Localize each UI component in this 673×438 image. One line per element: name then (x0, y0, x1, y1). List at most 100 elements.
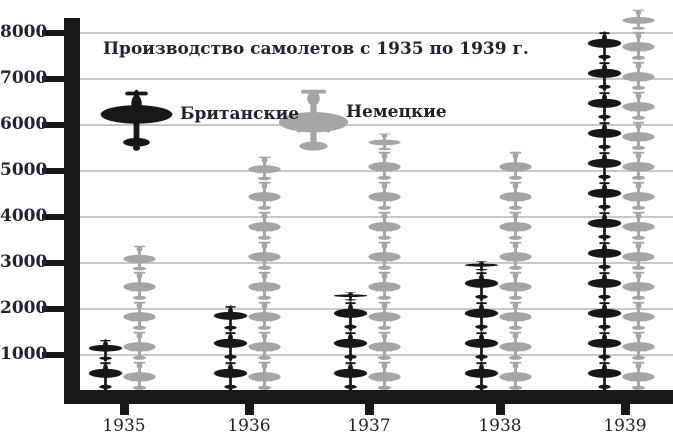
german-plane-icon-partial (367, 133, 401, 151)
y-axis-label: 5000 (0, 160, 48, 180)
y-axis-tick (42, 352, 64, 358)
gridline (80, 78, 673, 80)
x-axis-line (64, 390, 673, 404)
german-plane-icon (367, 181, 401, 210)
y-axis-label: 8000 (0, 22, 48, 42)
german-plane-icon (621, 31, 655, 60)
german-plane-icon (367, 241, 401, 270)
german-plane-icon (498, 241, 532, 270)
british-plane-icon (213, 331, 247, 361)
x-axis-label: 1937 (347, 416, 391, 436)
x-axis-label: 1938 (478, 416, 522, 436)
german-plane-icon (247, 361, 281, 390)
german-plane-icon (247, 181, 281, 210)
german-plane-icon (122, 271, 156, 300)
german-plane-icon (247, 331, 281, 360)
german-plane-icon (621, 121, 655, 150)
gridline (80, 262, 673, 264)
german-plane-icon (621, 331, 655, 360)
british-plane-icon (464, 361, 498, 391)
british-plane-icon (587, 211, 621, 241)
british-plane-icon (587, 61, 621, 91)
y-axis-tick (42, 30, 64, 36)
y-axis-tick (42, 122, 64, 128)
german-plane-icon (247, 301, 281, 330)
german-plane-icon (621, 271, 655, 300)
british-plane-icon (213, 361, 247, 391)
y-axis-line (64, 18, 80, 404)
german-plane-icon (498, 331, 532, 360)
y-axis-tick (42, 214, 64, 220)
german-plane-icon (498, 181, 532, 210)
german-plane-icon (621, 241, 655, 270)
y-axis-label: 4000 (0, 206, 48, 226)
gridline (80, 32, 673, 34)
british-plane-icon-partial (464, 261, 498, 271)
british-plane-icon-partial (88, 338, 122, 361)
german-plane-icon (621, 151, 655, 180)
y-axis-tick (42, 76, 64, 82)
german-plane-icon (367, 301, 401, 330)
x-axis-tick (119, 404, 129, 415)
british-plane-icon (333, 301, 367, 331)
x-axis-tick (620, 404, 630, 415)
german-plane-icon (367, 271, 401, 300)
german-plane-icon (367, 151, 401, 180)
german-plane-icon (498, 211, 532, 240)
british-plane-icon (587, 121, 621, 151)
german-plane-icon (247, 241, 281, 270)
x-axis-label: 1939 (603, 416, 647, 436)
x-axis-tick (244, 404, 254, 415)
gridline (80, 124, 673, 126)
british-plane-icon (587, 241, 621, 271)
british-plane-icon-partial (333, 292, 367, 301)
german-plane-icon (367, 361, 401, 390)
british-plane-icon (100, 89, 173, 151)
german-plane-icon-partial (122, 245, 156, 271)
y-axis-tick (42, 306, 64, 312)
british-plane-icon-partial (213, 304, 247, 331)
y-axis-tick (42, 168, 64, 174)
gridline (80, 354, 673, 356)
british-plane-icon (587, 301, 621, 331)
british-plane-icon (464, 301, 498, 331)
german-plane-icon (498, 151, 532, 180)
y-axis-label: 7000 (0, 68, 48, 88)
x-axis-label: 1935 (102, 416, 146, 436)
y-axis-label: 1000 (0, 344, 48, 364)
british-plane-icon (587, 361, 621, 391)
y-axis-tick (42, 260, 64, 266)
german-plane-icon (498, 301, 532, 330)
german-plane-icon (621, 211, 655, 240)
gridline (80, 216, 673, 218)
german-plane-icon (621, 301, 655, 330)
x-axis-label: 1936 (227, 416, 271, 436)
legend-label-british: Британские (180, 104, 300, 124)
german-plane-icon (621, 361, 655, 390)
y-axis-label: 6000 (0, 114, 48, 134)
british-plane-icon (464, 271, 498, 301)
german-plane-icon (122, 331, 156, 360)
y-axis-label: 3000 (0, 252, 48, 272)
british-plane-icon (464, 331, 498, 361)
british-plane-icon (333, 361, 367, 391)
british-plane-icon (587, 31, 621, 61)
gridline (80, 308, 673, 310)
british-plane-icon (587, 271, 621, 301)
german-plane-icon (247, 211, 281, 240)
german-plane-icon (247, 271, 281, 300)
british-plane-icon (88, 361, 122, 391)
german-plane-icon (367, 331, 401, 360)
german-plane-icon (498, 271, 532, 300)
legend-label-german: Немецкие (346, 102, 447, 122)
german-plane-icon (621, 181, 655, 210)
y-axis-label: 2000 (0, 298, 48, 318)
german-plane-icon (498, 361, 532, 390)
german-plane-icon (621, 61, 655, 90)
chart-title: Производство самолетов с 1935 по 1939 г. (103, 39, 529, 59)
british-plane-icon (333, 331, 367, 361)
german-plane-icon (122, 361, 156, 390)
british-plane-icon (587, 331, 621, 361)
german-plane-icon-partial (621, 9, 655, 31)
